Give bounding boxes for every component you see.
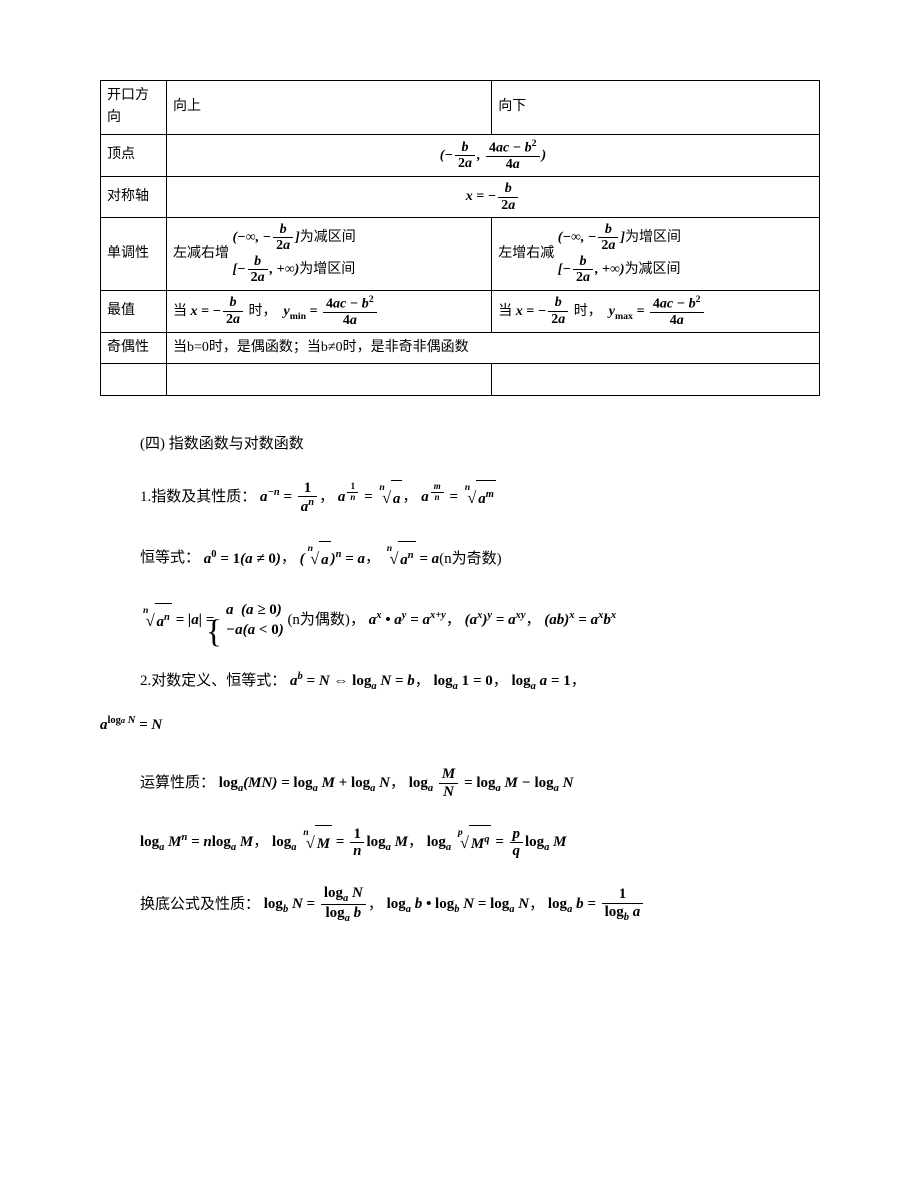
- row-label: 开口方向: [101, 81, 167, 135]
- max-cell: 当 x = −b2a 时， ymax = 4ac − b24a: [492, 290, 820, 332]
- log-identity-extra: aloga N = N: [100, 707, 820, 743]
- row-label: 对称轴: [101, 177, 167, 218]
- exponent-properties: 1.指数及其性质： a−n = 1an， a1n = n√a， amn = n√…: [100, 478, 820, 518]
- empty-cell: [492, 364, 820, 395]
- section-heading-4: (四) 指数函数与对数函数: [140, 432, 820, 456]
- axis-cell: x = −b2a: [167, 177, 820, 218]
- row-label: 顶点: [101, 134, 167, 176]
- identity-line-2: n√an = |a| = a (a ≥ 0) −a(a < 0) (n为偶数)，…: [100, 601, 820, 641]
- row-label: 单调性: [101, 218, 167, 291]
- empty-cell: [167, 364, 492, 395]
- cell-down: 向下: [492, 81, 820, 135]
- base-change: 换底公式及性质： logb N = loga Nloga b， loga b •…: [100, 885, 820, 925]
- vertex-cell: (−b2a, 4ac − b24a): [167, 134, 820, 176]
- log-operation-1: 运算性质： loga(MN) = loga M + loga N， loga M…: [100, 765, 820, 801]
- row-label: 最值: [101, 290, 167, 332]
- monotone-col1: 左减右增 (−∞, −b2a]为减区间 [−b2a, +∞)为增区间: [167, 218, 492, 291]
- quadratic-properties-table: 开口方向 向上 向下 顶点 (−b2a, 4ac − b24a) 对称轴 x =…: [100, 80, 820, 396]
- row-label: 奇偶性: [101, 333, 167, 364]
- identity-line-1: 恒等式： a0 = 1(a ≠ 0)， (n√a)n = a， n√an = a…: [100, 539, 820, 579]
- log-operation-2: loga Mn = nloga M， loga n√M = 1nloga M， …: [100, 823, 820, 863]
- cell-up: 向上: [167, 81, 492, 135]
- row-label-empty: [101, 364, 167, 395]
- monotone-col2: 左增右减 (−∞, −b2a]为增区间 [−b2a, +∞)为减区间: [492, 218, 820, 291]
- parity-cell: 当b=0时，是偶函数；当b≠0时，是非奇非偶函数: [167, 333, 820, 364]
- min-cell: 当 x = −b2a 时， ymin = 4ac − b24a: [167, 290, 492, 332]
